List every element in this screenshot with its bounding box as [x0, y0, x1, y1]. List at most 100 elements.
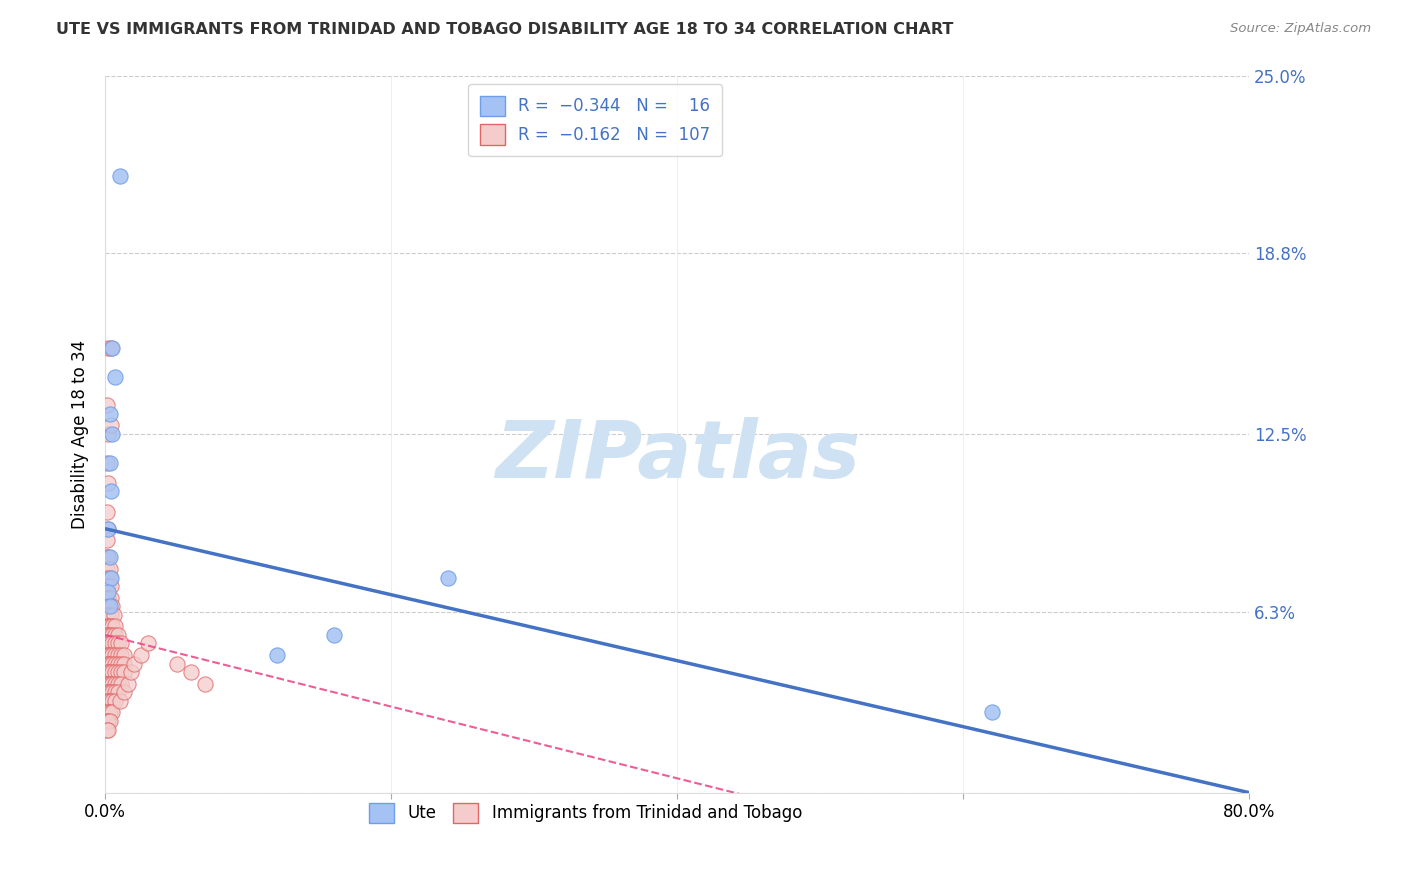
Point [96, 591, 118, 605]
Point [98, 550, 121, 565]
Point [96, 676, 118, 690]
Point [101, 694, 124, 708]
Point [100, 591, 122, 605]
Y-axis label: Disability Age 18 to 34: Disability Age 18 to 34 [72, 340, 89, 529]
Point [96, 648, 118, 662]
Point [980, 706, 1002, 720]
Point [112, 685, 135, 699]
Point [97, 550, 120, 565]
Point [98, 648, 121, 662]
Point [136, 636, 159, 650]
Point [104, 619, 127, 633]
Point [108, 694, 131, 708]
Point [101, 657, 124, 671]
Point [110, 636, 132, 650]
Point [97, 585, 120, 599]
Point [96, 657, 118, 671]
Point [266, 648, 288, 662]
Point [110, 676, 132, 690]
Point [104, 685, 127, 699]
Point [104, 648, 127, 662]
Point [96, 504, 118, 518]
Point [180, 665, 202, 680]
Point [100, 418, 122, 433]
Point [104, 676, 127, 690]
Point [117, 676, 139, 690]
Point [107, 648, 129, 662]
Point [98, 665, 121, 680]
Point [101, 636, 124, 650]
Point [97, 648, 120, 662]
Point [98, 685, 121, 699]
Point [96, 714, 118, 728]
Point [104, 665, 127, 680]
Point [100, 484, 122, 499]
Point [98, 636, 121, 650]
Point [97, 723, 120, 737]
Point [98, 714, 121, 728]
Point [97, 694, 120, 708]
Point [98, 456, 121, 470]
Point [96, 706, 118, 720]
Point [96, 685, 118, 699]
Point [96, 599, 118, 614]
Text: UTE VS IMMIGRANTS FROM TRINIDAD AND TOBAGO DISABILITY AGE 18 TO 34 CORRELATION C: UTE VS IMMIGRANTS FROM TRINIDAD AND TOBA… [56, 22, 953, 37]
Point [97, 714, 120, 728]
Point [98, 676, 121, 690]
Point [166, 657, 188, 671]
Point [96, 607, 118, 622]
Point [104, 636, 127, 650]
Point [97, 628, 120, 642]
Point [96, 694, 118, 708]
Point [101, 599, 124, 614]
Point [98, 694, 121, 708]
Point [437, 570, 460, 584]
Point [97, 665, 120, 680]
Point [96, 533, 118, 548]
Text: Source: ZipAtlas.com: Source: ZipAtlas.com [1230, 22, 1371, 36]
Legend: Ute, Immigrants from Trinidad and Tobago: Ute, Immigrants from Trinidad and Tobago [357, 791, 814, 835]
Point [97, 676, 120, 690]
Point [101, 628, 124, 642]
Point [97, 706, 120, 720]
Point [101, 648, 124, 662]
Point [98, 599, 121, 614]
Point [100, 579, 122, 593]
Point [96, 562, 118, 576]
Text: ZIPatlas: ZIPatlas [495, 417, 859, 494]
Point [96, 456, 118, 470]
Point [97, 579, 120, 593]
Point [97, 591, 120, 605]
Point [101, 619, 124, 633]
Point [129, 648, 152, 662]
Point [107, 657, 129, 671]
Point [98, 599, 121, 614]
Point [98, 619, 121, 633]
Point [101, 685, 124, 699]
Point [98, 706, 121, 720]
Point [97, 341, 120, 355]
Point [97, 475, 120, 490]
Point [112, 665, 135, 680]
Point [107, 685, 129, 699]
Point [97, 657, 120, 671]
Point [97, 522, 120, 536]
Point [96, 636, 118, 650]
Point [120, 665, 142, 680]
Point [96, 619, 118, 633]
Point [110, 665, 132, 680]
Point [101, 676, 124, 690]
Point [194, 676, 217, 690]
Point [104, 369, 127, 384]
Point [96, 628, 118, 642]
Point [112, 657, 135, 671]
Point [98, 407, 121, 421]
Point [104, 657, 127, 671]
Point [96, 570, 118, 584]
Point [100, 607, 122, 622]
Point [97, 619, 120, 633]
Point [107, 665, 129, 680]
Point [110, 648, 132, 662]
Point [101, 427, 124, 442]
Point [104, 694, 127, 708]
